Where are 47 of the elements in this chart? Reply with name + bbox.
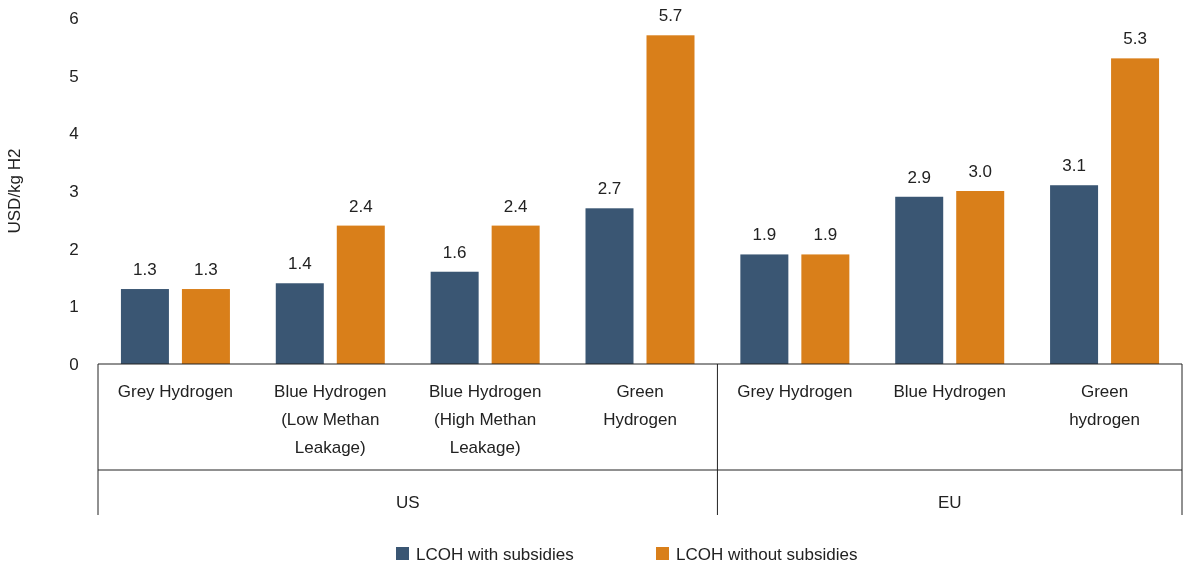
data-label: 1.4 [287,254,312,274]
bar [956,191,1005,364]
bar [181,289,230,364]
x-tick-label: Green hydrogen [1069,382,1141,429]
y-tick-label: 5 [69,66,79,86]
bar [491,225,540,364]
y-tick-label: 2 [69,239,79,259]
bar [1050,185,1099,364]
x-tick-label: Green Hydrogen [603,382,677,429]
data-label: 5.3 [1123,29,1147,49]
bar [120,289,169,364]
data-label: 5.7 [658,6,683,26]
bar [1111,58,1160,364]
bar [275,283,324,364]
bar [646,35,695,364]
data-label: 1.6 [442,242,467,262]
x-tick-label: Blue Hydrogen (High Methan Leakage) [428,382,542,457]
text: US [395,493,420,512]
bar [740,254,789,364]
x-tick-label: Grey Hydrogen [117,382,234,401]
y-tick-label: 1 [69,297,79,317]
data-label: 1.9 [752,225,777,245]
legend-label: LCOH without subsidies [676,544,858,564]
y-tick-label: 3 [69,181,79,201]
bar [336,225,385,364]
data-label: 1.3 [194,260,218,280]
x-tick-label: Blue Hydrogen (Low Methan Leakage) [274,382,387,457]
data-label: 1.3 [133,260,157,280]
y-tick-label: 0 [69,354,79,374]
bar [430,271,479,364]
legend-label: LCOH with subsidies [416,544,574,564]
data-label: 2.7 [597,179,622,199]
data-label: 2.4 [503,196,528,216]
data-label: 1.9 [813,225,838,245]
bar [585,208,634,364]
y-axis-title: USD/kg H2 [5,148,24,234]
bar [895,196,944,364]
x-tick-label: Blue Hydrogen [893,382,1006,401]
y-tick-label: 6 [69,8,79,28]
x-tick-label: Grey Hydrogen [737,382,853,401]
bar [801,254,850,364]
data-label: 3.0 [968,162,993,181]
y-tick-label: 4 [69,124,79,144]
data-label: 3.1 [1062,156,1086,176]
text: EU [937,493,962,512]
data-label: 2.4 [348,196,373,216]
data-label: 2.9 [907,167,932,187]
